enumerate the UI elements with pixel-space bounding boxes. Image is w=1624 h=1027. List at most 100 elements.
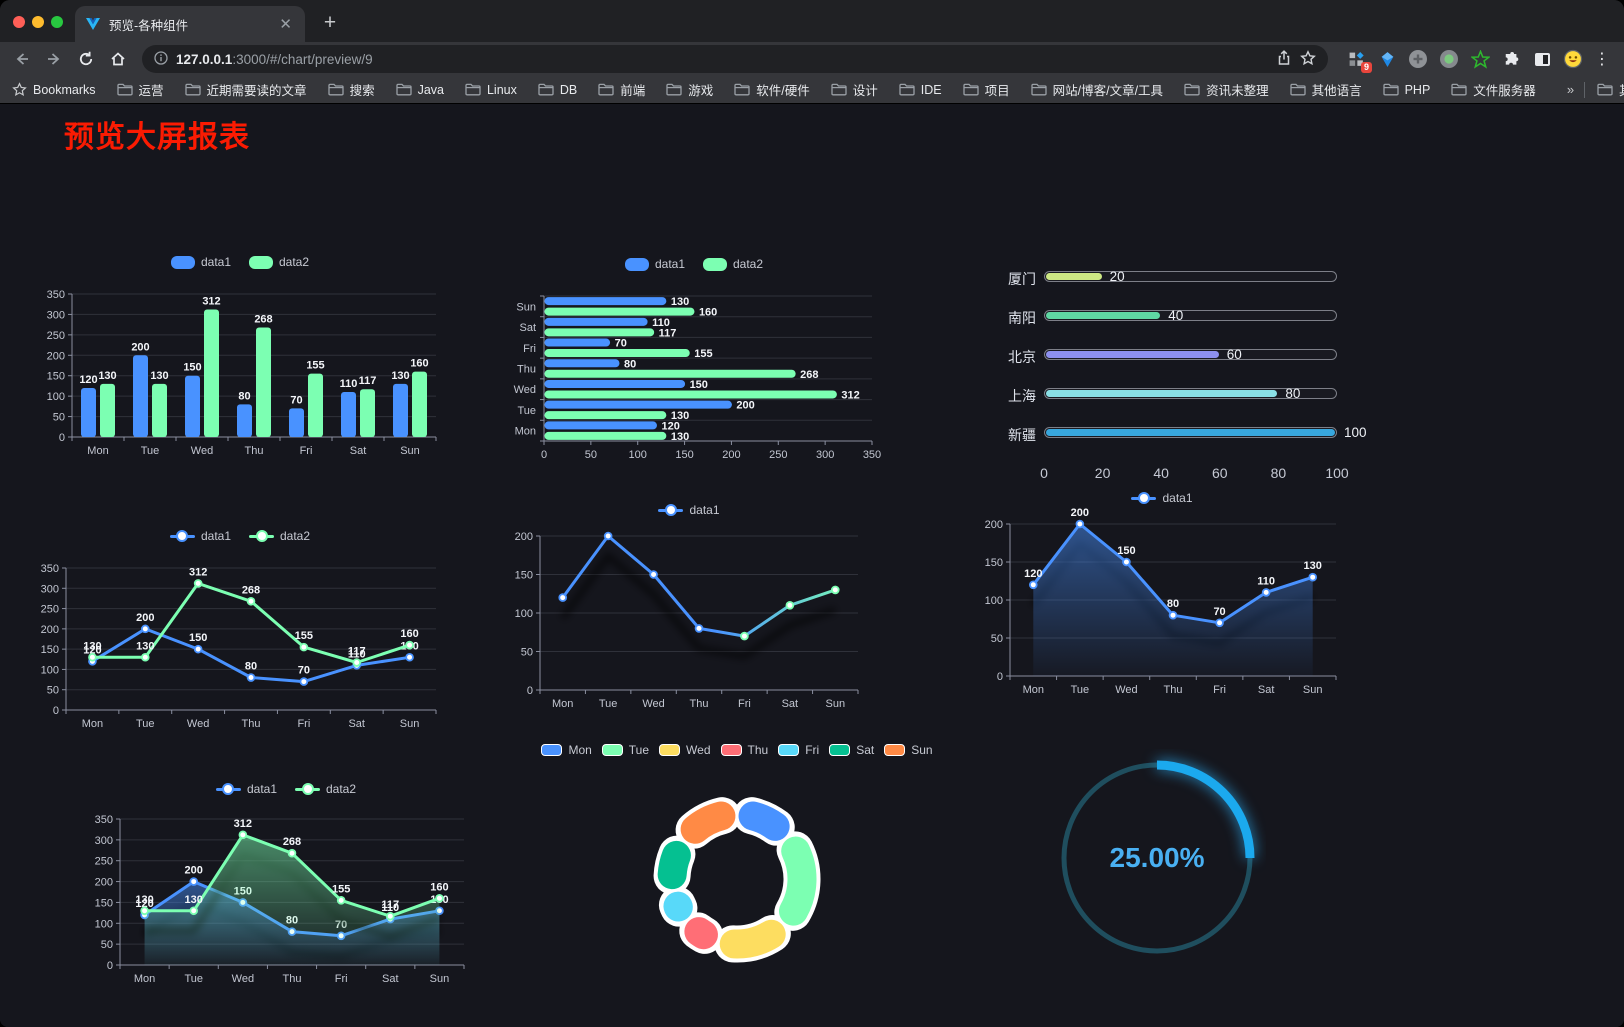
forward-button[interactable] [40,45,68,73]
tab-strip: 预览-各种组件 ✕ + [0,0,1624,42]
svg-text:Fri: Fri [738,698,751,710]
bookmark-folder-其他语言[interactable]: 其他语言 [1289,80,1362,99]
bookmark-star-icon[interactable] [1300,49,1316,69]
value-label: 130 [83,640,101,652]
legend-item-data1[interactable]: data1 [1131,491,1193,505]
browser-menu-icon[interactable]: ⋮ [1594,51,1610,68]
legend-item-data1[interactable]: data1 [658,503,720,517]
svg-text:Tue: Tue [141,445,160,457]
legend-item-data2[interactable]: data2 [249,255,309,269]
value-label: 160 [400,628,418,640]
bookmark-folder-前端[interactable]: 前端 [598,80,645,99]
legend-item-data2[interactable]: data2 [249,529,310,543]
address-bar[interactable]: 127.0.0.1:3000/#/chart/preview/9 [142,45,1328,73]
legend-item-Sun[interactable]: Sun [884,743,933,757]
bookmark-folder-项目[interactable]: 项目 [962,80,1010,99]
bookmark-folder-网站/博客/文章/工具[interactable]: 网站/博客/文章/工具 [1030,80,1163,99]
svg-text:250: 250 [41,604,59,616]
bookmark-folder-软件/硬件[interactable]: 软件/硬件 [734,80,810,99]
svg-text:Sat: Sat [350,445,367,457]
value-label: 117 [659,327,677,339]
svg-text:0: 0 [107,960,113,972]
bar [544,338,611,347]
new-tab-button[interactable]: + [323,11,337,34]
svg-text:Sat: Sat [348,718,365,730]
close-window-button[interactable] [13,16,25,28]
svg-text:Thu: Thu [283,973,302,985]
extensions-puzzle-icon[interactable] [1501,49,1521,69]
svg-text:200: 200 [515,531,533,543]
star-icon [12,82,27,97]
url-text[interactable]: 127.0.0.1:3000/#/chart/preview/9 [176,52,1268,67]
bookmark-folder-设计[interactable]: 设计 [831,80,878,99]
bookmark-folder-Java[interactable]: Java [395,83,444,97]
legend-item-Wed[interactable]: Wed [659,743,711,757]
bookmark-folder-运营[interactable]: 运营 [116,80,164,99]
legend-item-data1[interactable]: data1 [624,257,685,271]
value-label: 130 [671,296,689,308]
value-label: 130 [185,894,203,906]
legend-item-Tue[interactable]: Tue [601,743,649,757]
back-button[interactable] [8,45,36,73]
legend-item-Mon[interactable]: Mon [541,743,592,757]
legend-item-data2[interactable]: data2 [703,257,763,271]
svg-text:Mon: Mon [552,698,573,710]
extension-badge: 9 [1360,62,1372,73]
bookmark-folder-文件服务器[interactable]: 文件服务器 [1451,80,1536,99]
bookmark-folder-Linux[interactable]: Linux [465,83,517,97]
bookmark-folder-资讯未整理[interactable]: 资讯未整理 [1184,80,1269,99]
tab-close-icon[interactable]: ✕ [279,16,292,33]
bookmarks-root[interactable]: Bookmarks [12,82,96,97]
svg-text:Sat: Sat [1258,684,1275,696]
svg-text:350: 350 [863,449,881,461]
share-icon[interactable] [1276,49,1292,69]
other-bookmarks-folder[interactable]: 其他书签 [1597,80,1624,99]
legend-item-data1[interactable]: data1 [215,782,277,796]
green-star-extension-icon[interactable] [1470,49,1490,69]
browser-tab[interactable]: 预览-各种组件 ✕ [75,6,305,42]
bar [289,408,304,437]
legend-item-Fri[interactable]: Fri [778,743,819,757]
progress-row-上海: 上海 80 [988,384,1380,405]
svg-text:100: 100 [95,918,113,930]
bookmark-folder-PHP[interactable]: PHP [1382,83,1430,97]
progress-track [1044,388,1337,399]
svg-text:Fri: Fri [300,445,313,457]
navigation-toolbar: 127.0.0.1:3000/#/chart/preview/9 9 [0,42,1624,76]
gem-extension-icon[interactable] [1377,49,1397,69]
zoom-window-button[interactable] [51,16,63,28]
minimize-window-button[interactable] [32,16,44,28]
point [246,673,256,682]
progress-value: 20 [1109,269,1125,284]
value-label: 200 [131,341,149,353]
side-panel-icon[interactable] [1532,49,1552,69]
svg-text:200: 200 [41,624,59,636]
progress-fill [1046,273,1103,280]
profile-avatar[interactable] [1563,49,1583,69]
bookmark-folder-IDE[interactable]: IDE [899,83,942,97]
bookmark-folder-DB[interactable]: DB [538,83,577,97]
legend-item-data2[interactable]: data2 [295,782,356,796]
home-button[interactable] [104,45,132,73]
legend-item-Sat[interactable]: Sat [829,743,874,757]
bookmark-folder-近期需要读的文章[interactable]: 近期需要读的文章 [184,80,307,99]
site-info-icon[interactable] [154,50,168,68]
value-label: 312 [841,389,859,401]
reload-button[interactable] [72,45,100,73]
chart-line-gradient: 0 50 100 150 200 Mon Tue Wed Thu Fri Sat Sun data1 [500,500,878,712]
svg-text:Fri: Fri [335,973,348,985]
bookmark-folder-搜索[interactable]: 搜索 [327,80,375,99]
value-label: 150 [1117,545,1135,557]
grayscale-extension-icon[interactable] [1408,49,1428,69]
bookmarks-overflow-chevron[interactable]: » [1566,82,1575,97]
extension-grid-icon[interactable]: 9 [1346,49,1372,73]
point [189,877,199,886]
legend-item-data1[interactable]: data1 [169,529,231,543]
bookmark-folder-游戏[interactable]: 游戏 [666,80,713,99]
tab-title: 预览-各种组件 [109,18,189,33]
point [299,677,309,686]
value-label: 130 [135,894,153,906]
legend-item-Thu[interactable]: Thu [720,743,768,757]
green-dot-extension-icon[interactable] [1439,49,1459,69]
legend-item-data1[interactable]: data1 [170,255,231,269]
